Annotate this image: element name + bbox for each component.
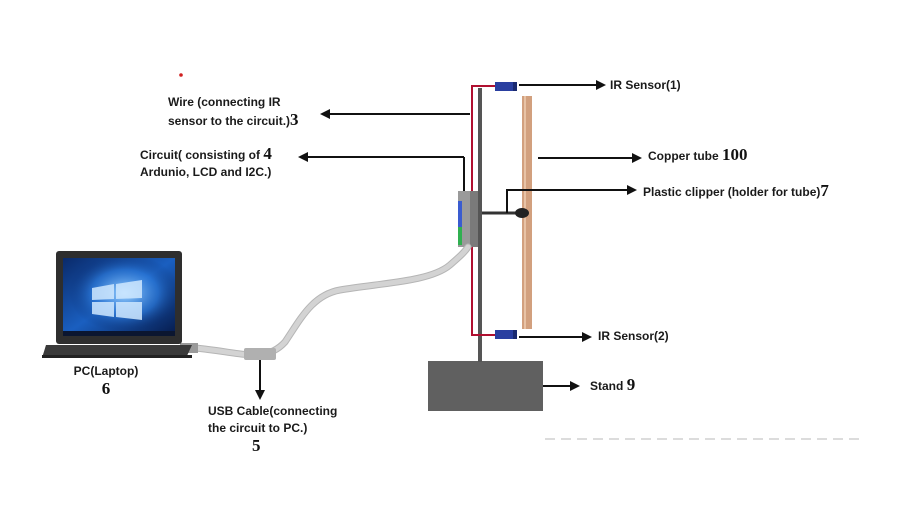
- ir-sensor-2-cap: [513, 330, 517, 339]
- circuit-box-side: [470, 191, 478, 247]
- label-wire-line2-text: sensor to the circuit.): [168, 114, 291, 128]
- label-wire-number: 3: [290, 110, 299, 129]
- laptop-base: [42, 345, 192, 358]
- plastic-clipper-clamp: [515, 208, 529, 218]
- label-copper-tube-number: 100: [722, 145, 748, 164]
- circuit-lcd-strip: [458, 201, 462, 227]
- label-plastic-clipper: Plastic clipper (holder for tube)7: [643, 182, 829, 201]
- label-copper-tube-text: Copper tube: [648, 149, 719, 163]
- usb-cable-outline: [191, 243, 472, 359]
- ir-sensor-2: [495, 330, 517, 339]
- stand-base: [428, 361, 543, 411]
- label-copper-tube: Copper tube 100: [648, 146, 748, 165]
- ir-sensor-1-cap: [513, 82, 517, 91]
- label-circuit-line2: Ardunio, LCD and I2C.): [140, 165, 272, 179]
- usb-cable-connector: [244, 348, 276, 360]
- stand-pole: [478, 88, 482, 362]
- label-stand-number: 9: [626, 375, 636, 394]
- label-wire-line1: Wire (connecting IR: [168, 95, 281, 109]
- label-stand-text: Stand: [590, 379, 624, 393]
- label-wire: Wire (connecting IR sensor to the circui…: [168, 94, 299, 130]
- usb-cable: [192, 244, 471, 358]
- laptop-taskbar: [63, 331, 175, 336]
- label-laptop-number: 6: [101, 379, 111, 398]
- label-laptop: PC(Laptop) 6: [72, 363, 140, 397]
- laptop: [42, 251, 192, 358]
- label-circuit-number: 4: [263, 144, 272, 163]
- label-laptop-text: PC(Laptop): [73, 364, 139, 378]
- label-stand: Stand 9: [590, 376, 635, 395]
- label-circuit-line1: Circuit( consisting of 4: [140, 145, 272, 164]
- red-dot: [179, 73, 183, 77]
- label-usb-cable-number: 5: [252, 436, 261, 455]
- label-ir-sensor-1: IR Sensor(1): [610, 78, 681, 92]
- label-circuit: Circuit( consisting of 4 Ardunio, LCD an…: [140, 145, 272, 181]
- label-usb-cable-line2: the circuit to PC.): [208, 421, 308, 435]
- circuit-green-strip: [458, 227, 462, 245]
- label-plastic-clipper-text: Plastic clipper (holder for tube): [643, 185, 821, 199]
- label-ir-sensor-2: IR Sensor(2): [598, 329, 669, 343]
- ir-sensor-1: [495, 82, 517, 91]
- arrow-plastic-clipper: [506, 185, 637, 213]
- label-plastic-clipper-number: 7: [820, 181, 829, 200]
- label-circuit-line1-text: Circuit( consisting of: [140, 148, 260, 162]
- label-usb-cable-line1: USB Cable(connecting: [208, 404, 338, 418]
- label-wire-line2: sensor to the circuit.)3: [168, 111, 299, 130]
- windows-logo-icon: [92, 280, 142, 320]
- laptop-base-edge: [42, 355, 192, 358]
- label-usb-cable: USB Cable(connecting the circuit to PC.)…: [208, 403, 337, 454]
